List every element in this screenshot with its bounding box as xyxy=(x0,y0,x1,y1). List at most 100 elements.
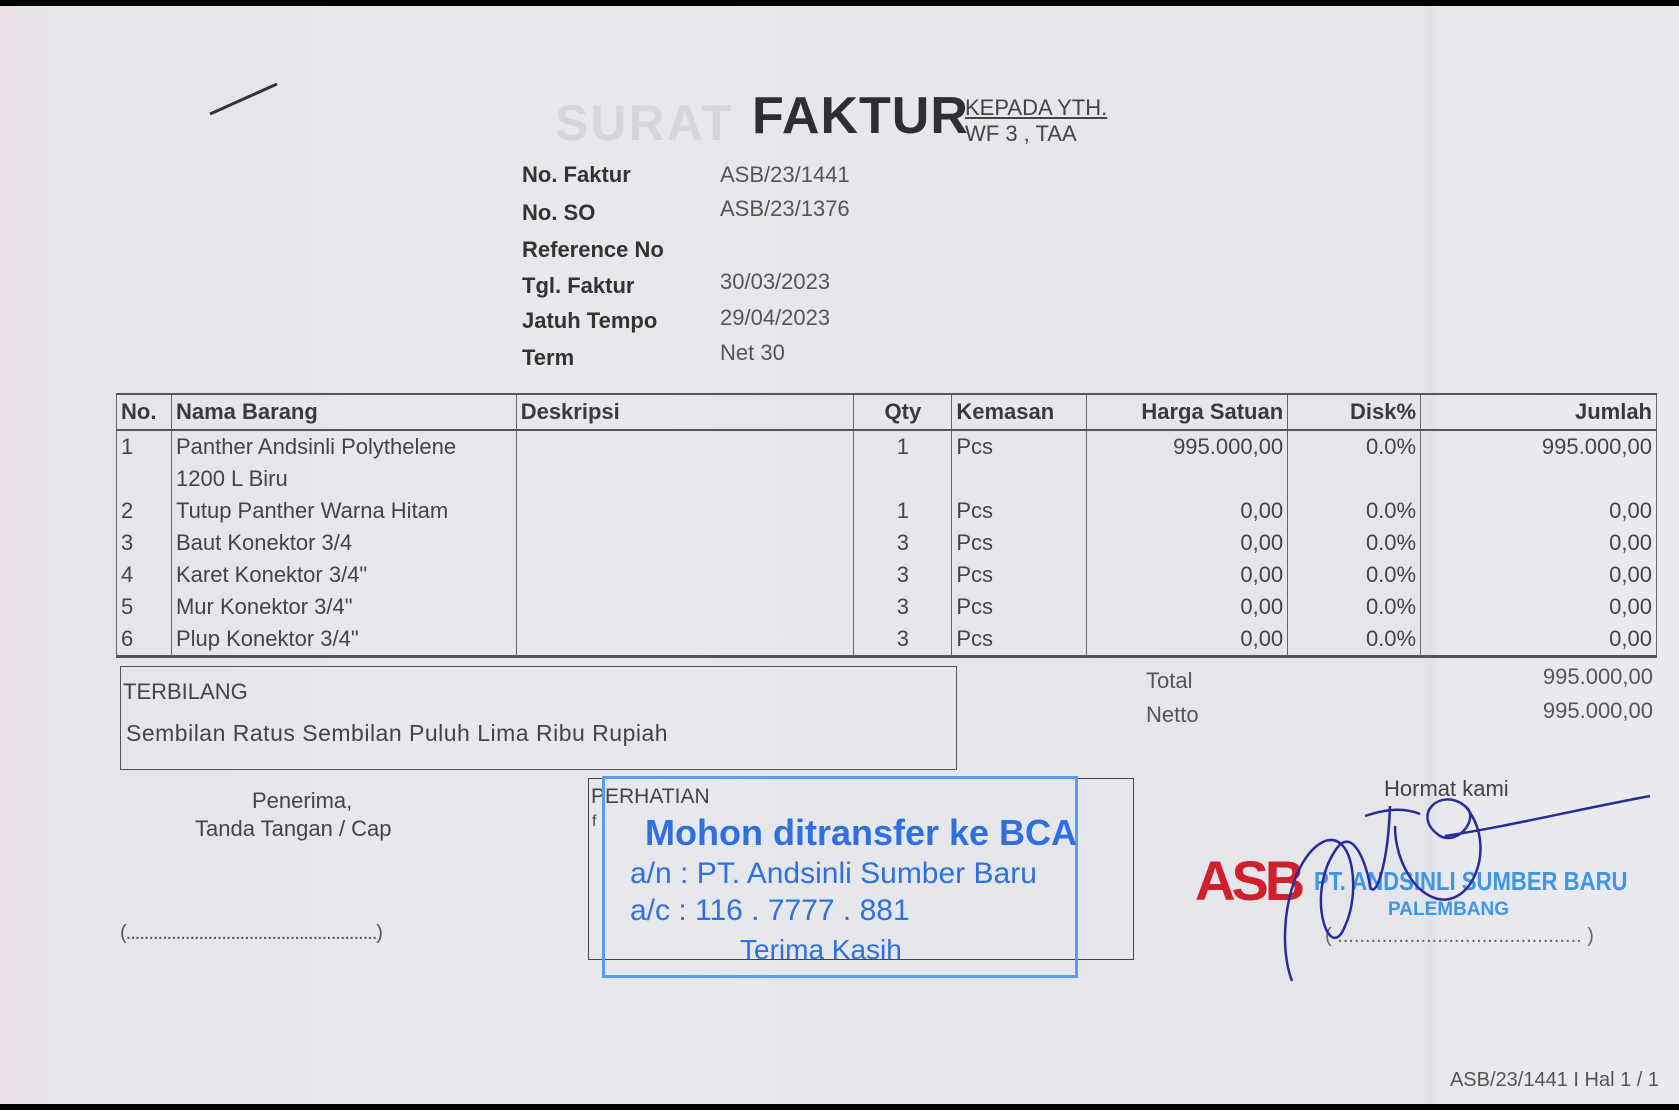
stamp-line: a/c : 116 . 7777 . 881 xyxy=(630,894,910,927)
col-disc: Disk% xyxy=(1287,393,1422,431)
cell-text: 5 xyxy=(121,594,134,619)
cell-total: 0,00 xyxy=(1420,495,1657,527)
terbilang-text: Sembilan Ratus Sembilan Puluh Lima Ribu … xyxy=(126,720,669,746)
cell-text: Mur Konektor 3/4" xyxy=(175,594,353,619)
ghost-title: SURAT xyxy=(555,95,734,151)
info-label: No. Faktur xyxy=(522,162,631,187)
col-qty: Qty xyxy=(853,393,953,431)
info-label: No. SO xyxy=(522,200,596,225)
cell-price: 0,00 xyxy=(1086,495,1289,527)
cell-total: 0,00 xyxy=(1420,559,1657,591)
table-header: No. Nama Barang Deskripsi Qty Kemasan Ha… xyxy=(116,393,1657,431)
cell-no: 2 xyxy=(116,495,172,527)
cell-text: 0,00 xyxy=(1609,498,1652,523)
cell-unit: Pcs xyxy=(951,527,1088,559)
cell-text: 2 xyxy=(121,498,134,523)
cell-disc: 0.0% xyxy=(1287,527,1422,559)
cell-unit: Pcs xyxy=(951,495,1088,527)
cell-desc xyxy=(515,591,855,623)
cell-desc xyxy=(515,623,855,658)
terbilang-label: TERBILANG xyxy=(123,679,248,704)
receiver-sign-caption: Tanda Tangan / Cap xyxy=(195,816,392,841)
cell-price: 0,00 xyxy=(1086,559,1289,591)
cell-price: 995.000,00 xyxy=(1086,430,1289,495)
stamp-line: a/n : PT. Andsinli Sumber Baru xyxy=(630,857,1037,890)
cell-text: 0,00 xyxy=(1240,530,1284,555)
cell-text: Baut Konektor 3/4 xyxy=(175,530,353,555)
cell-desc xyxy=(515,430,855,495)
col-total: Jumlah xyxy=(1420,393,1657,431)
cell-text: 3 xyxy=(896,626,909,651)
info-value: 29/04/2023 xyxy=(720,305,831,330)
cell-text: Panther Andsinli Polythelene xyxy=(175,434,457,459)
cell-text: 0,00 xyxy=(1240,562,1284,587)
cell-qty: 1 xyxy=(853,430,953,495)
cell-text: 995.000,00 xyxy=(1173,434,1284,459)
cell-desc xyxy=(515,527,855,559)
cell-text: Pcs xyxy=(956,562,994,587)
cell-text: Karet Konektor 3/4" xyxy=(175,562,368,587)
netto-label: Netto xyxy=(1146,702,1199,727)
cell-name: Baut Konektor 3/4 xyxy=(170,527,517,559)
cell-price: 0,00 xyxy=(1086,591,1289,623)
info-label: Jatuh Tempo xyxy=(522,308,658,333)
cell-total: 995.000,00 xyxy=(1420,430,1657,495)
cell-qty: 3 xyxy=(853,591,953,623)
cell-price: 0,00 xyxy=(1086,527,1289,559)
table-row: 5 Mur Konektor 3/4" 3 Pcs 0,00 0.0% 0,00 xyxy=(116,591,1657,623)
cell-text: 0.0% xyxy=(1365,434,1417,459)
cell-name: Tutup Panther Warna Hitam xyxy=(170,495,517,527)
bank-transfer-stamp: Mohon ditransfer ke BCA a/n : PT. Andsin… xyxy=(602,776,1078,978)
terbilang-box: TERBILANG Sembilan Ratus Sembilan Puluh … xyxy=(120,666,957,770)
cell-text: 0.0% xyxy=(1365,562,1417,587)
cell-text: Pcs xyxy=(956,626,994,651)
col-name: Nama Barang xyxy=(170,393,517,431)
cell-text: 1 xyxy=(121,434,134,459)
cell-qty: 1 xyxy=(853,495,953,527)
cell-disc: 0.0% xyxy=(1287,623,1422,658)
cell-desc xyxy=(515,559,855,591)
col-price: Harga Satuan xyxy=(1086,393,1289,431)
cell-text: 1 xyxy=(896,498,909,523)
cell-text: 3 xyxy=(121,530,134,555)
company-city: PALEMBANG xyxy=(1388,899,1510,920)
items-table: No. Nama Barang Deskripsi Qty Kemasan Ha… xyxy=(116,393,1657,658)
cell-unit: Pcs xyxy=(951,559,1088,591)
cell-total: 0,00 xyxy=(1420,591,1657,623)
cell-disc: 0.0% xyxy=(1287,591,1422,623)
info-value: 30/03/2023 xyxy=(720,269,831,294)
cell-qty: 3 xyxy=(853,559,953,591)
cell-text: 6 xyxy=(121,626,134,651)
cell-no: 6 xyxy=(116,623,172,658)
cell-disc: 0.0% xyxy=(1287,430,1422,495)
recipient-label: KEPADA YTH. xyxy=(965,95,1108,120)
info-value: Net 30 xyxy=(720,340,785,365)
cell-text: Plup Konektor 3/4" xyxy=(175,626,359,651)
cell-text: 0,00 xyxy=(1609,626,1652,651)
cell-unit: Pcs xyxy=(951,591,1088,623)
netto-value: 995.000,00 xyxy=(1542,698,1653,723)
info-value: ASB/23/1441 xyxy=(720,162,850,187)
cell-qty: 3 xyxy=(853,623,953,658)
cell-name: Panther Andsinli Polythelene 1200 L Biru xyxy=(170,430,517,495)
cell-text: 0,00 xyxy=(1240,594,1284,619)
col-desc: Deskripsi xyxy=(515,393,855,431)
info-label: Tgl. Faktur xyxy=(522,273,635,298)
signatory-greeting: Hormat kami xyxy=(1384,776,1509,801)
cell-text: 995.000,00 xyxy=(1541,434,1652,459)
cell-no: 3 xyxy=(116,527,172,559)
cell-no: 5 xyxy=(116,591,172,623)
stamp-line: Mohon ditransfer ke BCA xyxy=(645,812,1078,853)
cell-text: 4 xyxy=(121,562,134,587)
table-row: 6 Plup Konektor 3/4" 3 Pcs 0,00 0.0% 0,00 xyxy=(116,623,1657,658)
cell-name: Karet Konektor 3/4" xyxy=(170,559,517,591)
total-label: Total xyxy=(1146,668,1193,693)
cell-text: 1200 L Biru xyxy=(175,466,288,491)
cell-text: 3 xyxy=(896,594,909,619)
cell-text: 0.0% xyxy=(1365,530,1417,555)
cell-text: 0.0% xyxy=(1365,626,1417,651)
cell-text: Pcs xyxy=(956,594,994,619)
page-reference: ASB/23/1441 I Hal 1 / 1 xyxy=(1449,1069,1659,1091)
notice-label: PERHATIAN xyxy=(591,785,710,808)
cell-text: 0,00 xyxy=(1240,626,1284,651)
